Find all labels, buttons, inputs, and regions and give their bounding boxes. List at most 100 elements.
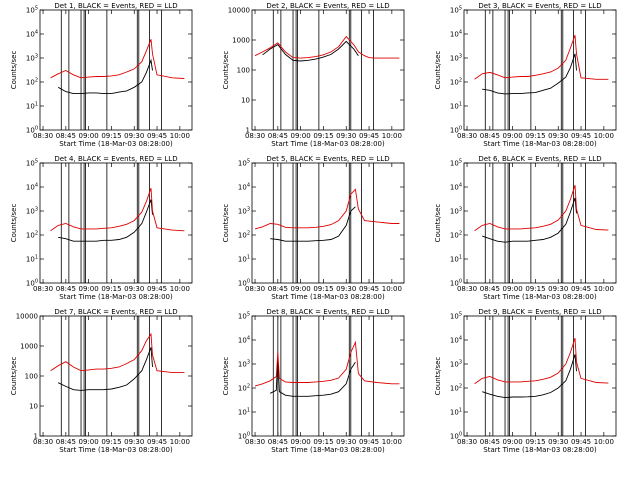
x-tick-label: 08:45 [268, 132, 288, 140]
x-tick-label: 09:15 [313, 132, 333, 140]
y-tick-base: 10 [450, 127, 459, 135]
lld-series-line [50, 187, 185, 232]
lld-series-line [50, 39, 185, 79]
y-tick-exponent: 2 [247, 384, 250, 390]
lld-series-line [254, 188, 400, 230]
y-tick-base: 10 [26, 184, 35, 192]
y-tick-base: 10 [238, 280, 247, 288]
y-tick-base: 10 [26, 7, 35, 15]
x-tick-label: 09:15 [525, 438, 545, 446]
y-tick-exponent: 4 [247, 336, 250, 342]
plot-title: Det 7, BLACK = Events, RED = LLD [54, 308, 177, 316]
y-tick-base: 10 [238, 337, 247, 345]
y-tick-base: 10 [238, 232, 247, 240]
x-tick-label: 09:45 [359, 285, 379, 293]
y-tick-base: 10 [26, 79, 35, 87]
x-tick-label: 09:30 [548, 132, 568, 140]
y-tick-exponent: 5 [35, 159, 38, 165]
x-tick-label: 09:00 [503, 132, 523, 140]
y-tick-label: 101 [450, 102, 462, 111]
x-axis-label: Start Time (18-Mar-03 08:28:00) [59, 293, 173, 301]
x-tick-label: 09:00 [291, 438, 311, 446]
y-tick-label: 100 [26, 126, 38, 135]
x-tick-label: 09:30 [124, 285, 144, 293]
y-tick-exponent: 4 [459, 30, 462, 36]
y-axis-label: Counts/sec [222, 357, 230, 396]
y-tick-label: 100 [25, 373, 38, 381]
y-tick-exponent: 5 [459, 159, 462, 165]
y-tick-label: 105 [26, 159, 38, 168]
y-tick-label: 1 [34, 433, 38, 441]
plot-title: Det 5, BLACK = Events, RED = LLD [266, 155, 389, 163]
x-tick-label: 09:15 [313, 438, 333, 446]
y-axis-label: Counts/sec [434, 204, 442, 243]
lld-series-line [474, 184, 609, 232]
x-tick-label: 09:15 [101, 438, 121, 446]
y-tick-exponent: 0 [35, 279, 38, 285]
detector-plot-4: Det 4, BLACK = Events, RED = LLD Counts/s… [10, 155, 193, 301]
x-tick-label: 08:30 [457, 285, 477, 293]
y-tick-exponent: 1 [247, 255, 250, 261]
x-tick-label: 09:45 [359, 438, 379, 446]
y-tick-label: 104 [450, 336, 462, 345]
x-tick-label: 09:00 [291, 285, 311, 293]
y-tick-base: 10 [26, 280, 35, 288]
y-axis-label: Counts/sec [434, 51, 442, 90]
y-tick-base: 10 [450, 280, 459, 288]
x-axis-label: Start Time (18-Mar-03 08:28:00) [483, 293, 597, 301]
y-tick-exponent: 4 [459, 183, 462, 189]
x-tick-label: 10:00 [594, 438, 614, 446]
y-tick-exponent: 2 [459, 231, 462, 237]
detector-plot-5: Det 5, BLACK = Events, RED = LLD Counts/s… [222, 155, 405, 301]
y-axis-label: Counts/sec [10, 51, 18, 90]
events-series-line [482, 197, 577, 243]
y-tick-label: 102 [450, 78, 462, 87]
x-tick-label: 09:30 [548, 438, 568, 446]
events-series-line [262, 40, 359, 62]
x-tick-label: 08:45 [480, 285, 500, 293]
y-tick-label: 103 [238, 360, 250, 369]
y-tick-exponent: 2 [35, 231, 38, 237]
y-axis-label: Counts/sec [10, 204, 18, 243]
y-tick-exponent: 3 [35, 207, 38, 213]
lld-series-line [474, 337, 609, 385]
events-series-line [270, 206, 356, 242]
plot-title: Det 9, BLACK = Events, RED = LLD [478, 308, 601, 316]
y-tick-base: 10 [26, 31, 35, 39]
x-tick-label: 09:30 [336, 132, 356, 140]
plot-frame [251, 315, 405, 437]
plot-title: Det 2, BLACK = Events, RED = LLD [266, 2, 389, 10]
y-tick-base: 10 [238, 256, 247, 264]
y-tick-exponent: 3 [247, 360, 250, 366]
y-tick-label: 102 [238, 231, 250, 240]
x-tick-label: 08:30 [33, 285, 53, 293]
x-tick-label: 08:30 [245, 438, 265, 446]
y-tick-label: 100 [238, 279, 250, 288]
y-tick-exponent: 2 [459, 78, 462, 84]
x-tick-label: 09:00 [79, 132, 99, 140]
events-series-line [57, 58, 153, 95]
y-tick-base: 10 [450, 31, 459, 39]
x-tick-label: 09:45 [147, 438, 167, 446]
y-tick-label: 102 [450, 384, 462, 393]
x-axis-label: Start Time (18-Mar-03 08:28:00) [271, 140, 385, 148]
y-tick-exponent: 1 [459, 255, 462, 261]
detector-plot-7: Det 7, BLACK = Events, RED = LLD Counts/s… [10, 308, 193, 454]
x-tick-label: 09:00 [291, 132, 311, 140]
plot-title: Det 6, BLACK = Events, RED = LLD [478, 155, 601, 163]
x-tick-label: 08:45 [268, 285, 288, 293]
y-tick-base: 10 [238, 409, 247, 417]
y-tick-label: 100 [450, 432, 462, 441]
x-tick-label: 09:30 [548, 285, 568, 293]
y-tick-exponent: 5 [459, 6, 462, 12]
y-tick-label: 102 [238, 384, 250, 393]
y-tick-base: 10 [26, 232, 35, 240]
y-tick-base: 10 [238, 208, 247, 216]
y-tick-base: 10 [238, 184, 247, 192]
y-tick-exponent: 4 [35, 30, 38, 36]
x-tick-label: 09:45 [147, 132, 167, 140]
detector-plot-1: Det 1, BLACK = Events, RED = LLD Counts/s… [10, 2, 193, 148]
detector-plot-3: Det 3, BLACK = Events, RED = LLD Counts/s… [434, 2, 617, 148]
y-tick-label: 100 [237, 67, 250, 75]
